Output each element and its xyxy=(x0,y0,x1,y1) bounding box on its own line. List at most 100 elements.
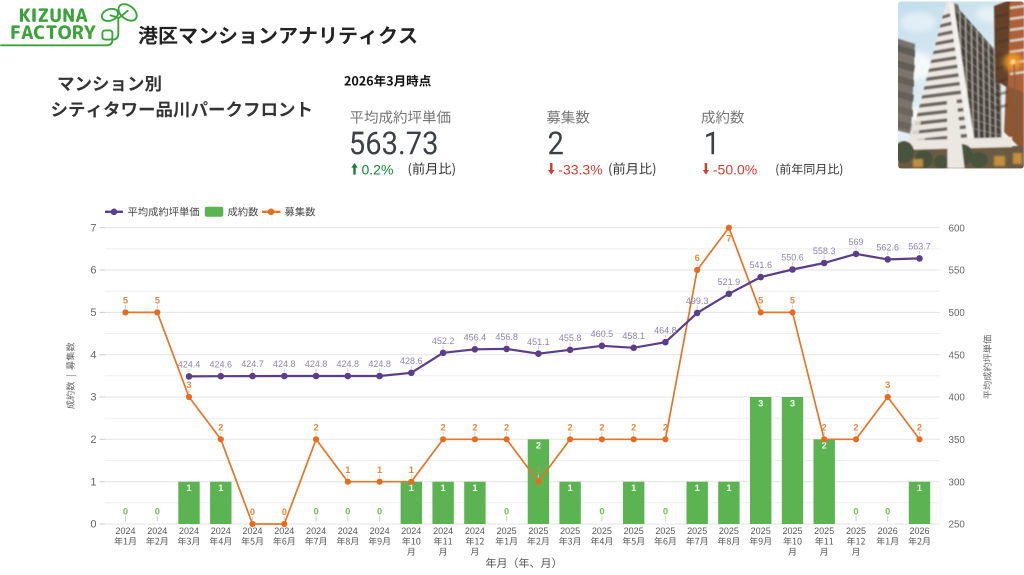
svg-text:0: 0 xyxy=(250,507,255,517)
svg-text:5: 5 xyxy=(758,296,763,306)
svg-text:5: 5 xyxy=(90,307,96,319)
svg-text:2: 2 xyxy=(472,423,477,433)
svg-text:2: 2 xyxy=(441,423,446,433)
svg-text:2: 2 xyxy=(917,423,922,433)
svg-text:0: 0 xyxy=(314,507,319,517)
svg-text:456.8: 456.8 xyxy=(495,332,518,342)
svg-text:600: 600 xyxy=(949,223,966,234)
svg-text:300: 300 xyxy=(949,477,966,488)
svg-text:1: 1 xyxy=(441,483,446,493)
svg-text:563.7: 563.7 xyxy=(908,242,931,252)
svg-text:424.8: 424.8 xyxy=(337,359,360,369)
svg-text:1: 1 xyxy=(631,483,636,493)
svg-text:424.8: 424.8 xyxy=(368,359,391,369)
svg-text:1: 1 xyxy=(536,465,541,475)
svg-text:450: 450 xyxy=(949,350,966,361)
svg-text:350: 350 xyxy=(949,435,966,446)
svg-text:452.2: 452.2 xyxy=(432,336,455,346)
svg-text:2025: 2025 xyxy=(497,526,517,536)
svg-text:2: 2 xyxy=(90,434,96,446)
svg-text:2025: 2025 xyxy=(592,526,612,536)
svg-text:2026: 2026 xyxy=(909,526,929,536)
svg-text:2: 2 xyxy=(314,423,319,433)
svg-text:558.3: 558.3 xyxy=(813,246,836,256)
svg-text:3: 3 xyxy=(758,398,763,408)
svg-text:2025: 2025 xyxy=(624,526,644,536)
svg-text:2025: 2025 xyxy=(751,526,771,536)
svg-text:2024: 2024 xyxy=(338,526,358,536)
svg-text:5: 5 xyxy=(123,296,128,306)
svg-text:1: 1 xyxy=(186,483,191,493)
svg-text:2024: 2024 xyxy=(179,526,199,536)
svg-text:458.1: 458.1 xyxy=(622,331,645,341)
svg-text:2: 2 xyxy=(853,423,858,433)
svg-text:2: 2 xyxy=(631,423,636,433)
svg-text:0: 0 xyxy=(599,507,604,517)
svg-text:2: 2 xyxy=(218,423,223,433)
svg-text:1: 1 xyxy=(377,465,382,475)
svg-text:2024: 2024 xyxy=(465,526,485,536)
svg-text:2024: 2024 xyxy=(211,526,231,536)
svg-text:2025: 2025 xyxy=(782,526,802,536)
svg-text:5: 5 xyxy=(155,296,160,306)
svg-text:0: 0 xyxy=(504,507,509,517)
svg-text:2024: 2024 xyxy=(147,526,167,536)
svg-text:2024: 2024 xyxy=(242,526,262,536)
svg-text:460.5: 460.5 xyxy=(591,329,614,339)
svg-text:1: 1 xyxy=(726,483,731,493)
svg-text:2025: 2025 xyxy=(814,526,834,536)
svg-text:2024: 2024 xyxy=(115,526,135,536)
svg-text:2025: 2025 xyxy=(719,526,739,536)
svg-text:0: 0 xyxy=(282,507,287,517)
svg-text:2026: 2026 xyxy=(878,526,898,536)
svg-text:424.6: 424.6 xyxy=(210,359,233,369)
svg-text:5: 5 xyxy=(790,296,795,306)
svg-text:500: 500 xyxy=(949,308,966,319)
svg-text:0: 0 xyxy=(155,507,160,517)
svg-text:550.6: 550.6 xyxy=(781,253,804,263)
svg-text:3: 3 xyxy=(790,398,795,408)
svg-text:562.6: 562.6 xyxy=(876,243,899,253)
svg-text:2024: 2024 xyxy=(306,526,326,536)
svg-text:1: 1 xyxy=(90,476,96,488)
svg-text:424.7: 424.7 xyxy=(241,359,264,369)
svg-text:451.1: 451.1 xyxy=(527,337,550,347)
svg-text:499.3: 499.3 xyxy=(686,296,709,306)
svg-text:1: 1 xyxy=(695,483,700,493)
svg-text:1: 1 xyxy=(345,465,350,475)
svg-text:0: 0 xyxy=(885,507,890,517)
svg-text:0: 0 xyxy=(853,507,858,517)
svg-text:2024: 2024 xyxy=(433,526,453,536)
svg-text:424.4: 424.4 xyxy=(178,360,201,370)
svg-text:569: 569 xyxy=(848,237,863,247)
svg-text:464.8: 464.8 xyxy=(654,325,677,335)
svg-text:2: 2 xyxy=(599,423,604,433)
svg-text:2024: 2024 xyxy=(274,526,294,536)
svg-text:250: 250 xyxy=(949,520,966,531)
svg-text:-50.0%: -50.0% xyxy=(713,161,757,177)
svg-text:1: 1 xyxy=(917,483,922,493)
svg-text:521.9: 521.9 xyxy=(718,277,741,287)
svg-text:2025: 2025 xyxy=(560,526,580,536)
svg-text:0: 0 xyxy=(377,507,382,517)
svg-text:424.8: 424.8 xyxy=(305,359,328,369)
svg-text:3: 3 xyxy=(186,380,191,390)
svg-text:0: 0 xyxy=(663,507,668,517)
svg-text:400: 400 xyxy=(949,393,966,404)
svg-text:2: 2 xyxy=(822,423,827,433)
svg-text:1: 1 xyxy=(218,483,223,493)
svg-text:7: 7 xyxy=(90,222,96,234)
svg-text:2: 2 xyxy=(504,423,509,433)
svg-text:2025: 2025 xyxy=(655,526,675,536)
svg-text:3: 3 xyxy=(90,392,96,404)
svg-text:2: 2 xyxy=(568,423,573,433)
svg-text:6: 6 xyxy=(695,253,700,263)
svg-text:0.2%: 0.2% xyxy=(362,161,394,177)
svg-text:2: 2 xyxy=(822,441,827,451)
svg-text:7: 7 xyxy=(726,234,731,244)
svg-text:2025: 2025 xyxy=(528,526,548,536)
svg-text:0: 0 xyxy=(345,507,350,517)
svg-text:455.8: 455.8 xyxy=(559,333,582,343)
svg-text:2025: 2025 xyxy=(846,526,866,536)
svg-text:2: 2 xyxy=(536,441,541,451)
